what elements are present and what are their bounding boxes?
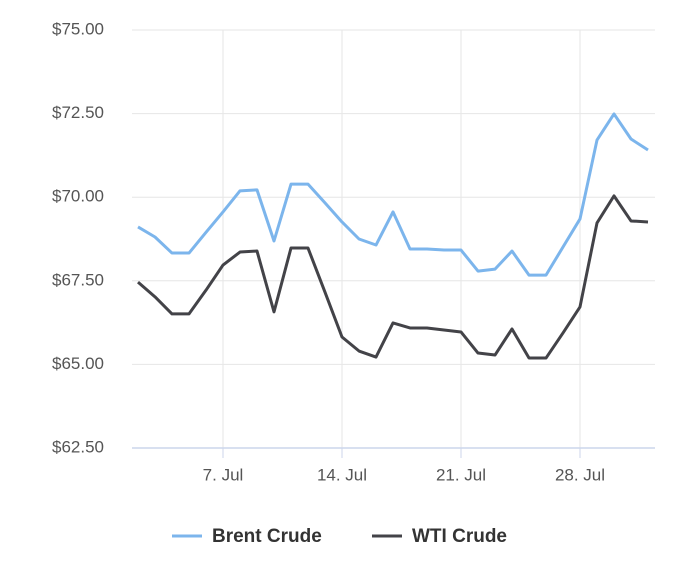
series-line: [137, 112, 649, 277]
x-tick-label: 28. Jul: [555, 465, 605, 484]
y-tick-label: $75.00: [52, 19, 104, 38]
x-tick-label: 21. Jul: [436, 465, 486, 484]
y-tick-label: $72.50: [52, 103, 104, 122]
y-tick-label: $62.50: [52, 437, 104, 456]
x-tick-label: 7. Jul: [203, 465, 244, 484]
x-tick-label: 14. Jul: [317, 465, 367, 484]
series-line: [137, 194, 649, 360]
legend-label: WTI Crude: [412, 526, 507, 547]
y-tick-label: $67.50: [52, 270, 104, 289]
legend-label: Brent Crude: [212, 526, 322, 547]
y-tick-label: $70.00: [52, 187, 104, 206]
y-tick-label: $65.00: [52, 354, 104, 373]
